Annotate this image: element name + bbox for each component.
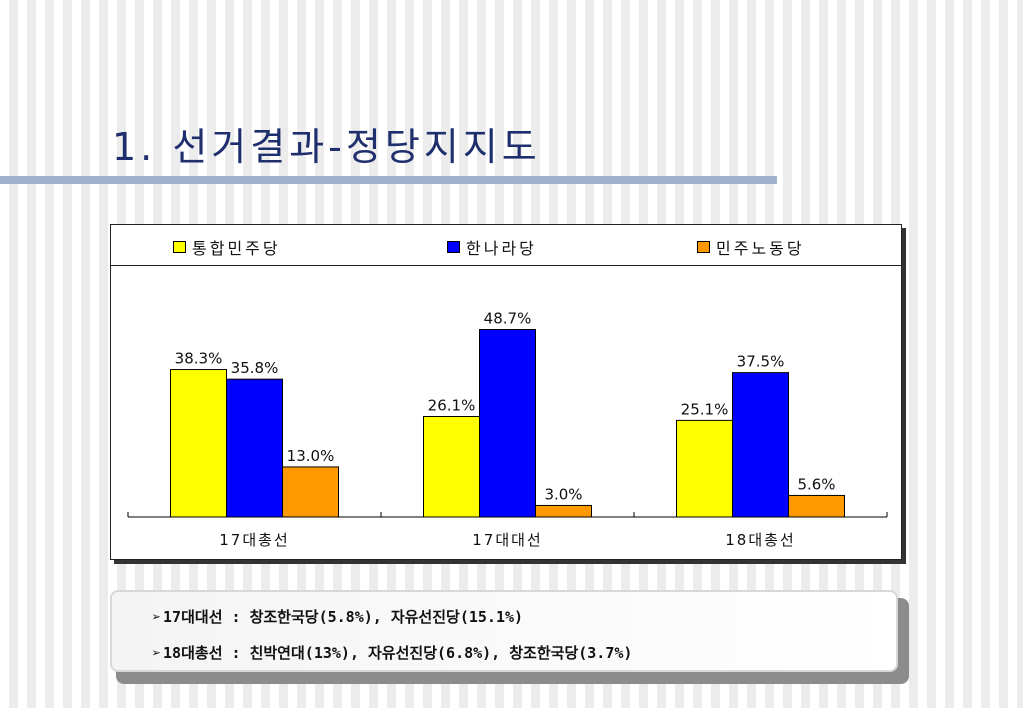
bar-2-2 bbox=[788, 494, 845, 518]
data-label-1-1: 48.7% bbox=[484, 310, 532, 328]
title-divider bbox=[0, 176, 777, 184]
bar-1-0 bbox=[423, 416, 480, 518]
data-label-1-2: 3.0% bbox=[544, 485, 582, 503]
data-label-2-1: 37.5% bbox=[737, 353, 785, 371]
bar-2-1 bbox=[732, 372, 789, 518]
note-line-general: ➢ 18대총선 : 친박연대(13%), 자유선진당(6.8%), 창조한국당(3… bbox=[152, 642, 632, 663]
data-label-2-2: 5.6% bbox=[797, 475, 835, 493]
bar-1-1 bbox=[479, 329, 536, 518]
chart-legend: 통합민주당 한나라당 민주노동당 bbox=[111, 225, 901, 266]
bar-2-0 bbox=[676, 419, 733, 518]
data-label-0-1: 35.8% bbox=[231, 359, 279, 377]
legend-swatch-labor bbox=[697, 241, 710, 253]
legend-label-democratic: 통합민주당 bbox=[192, 239, 281, 258]
chart-frame: 통합민주당 한나라당 민주노동당 38.3% 35.8% 13.0% 17대총선 26.… bbox=[110, 224, 902, 560]
bar-plot: 38.3% 35.8% 13.0% 17대총선 26.1% 48.7% 3.0% 17대대선 2… bbox=[127, 310, 888, 549]
legend-swatch-democratic bbox=[173, 241, 186, 253]
data-label-2-0: 25.1% bbox=[681, 400, 729, 418]
arrow-bullet-icon: ➢ bbox=[152, 608, 162, 626]
bar-1-2 bbox=[535, 504, 592, 518]
legend-item-grand-national: 한나라당 bbox=[447, 235, 537, 259]
category-label-0: 17대총선 bbox=[219, 531, 290, 549]
bar-0-1 bbox=[226, 378, 283, 518]
note-line-presidential: ➢ 17대대선 : 창조한국당(5.8%), 자유선진당(15.1%) bbox=[152, 606, 523, 627]
note-text-presidential: 17대대선 : 창조한국당(5.8%), 자유선진당(15.1%) bbox=[163, 608, 524, 626]
bar-0-0 bbox=[170, 369, 227, 518]
bar-0-2 bbox=[282, 466, 339, 518]
data-label-0-2: 13.0% bbox=[287, 447, 335, 465]
category-label-1: 17대대선 bbox=[472, 531, 543, 549]
legend-swatch-grand-national bbox=[447, 241, 460, 253]
arrow-bullet-icon: ➢ bbox=[152, 644, 162, 662]
category-label-2: 18대총선 bbox=[725, 531, 796, 549]
legend-item-labor: 민주노동당 bbox=[697, 235, 805, 259]
data-label-0-0: 38.3% bbox=[175, 350, 223, 368]
slide-title: 1. 선거결과-정당지지도 bbox=[112, 125, 541, 169]
legend-label-grand-national: 한나라당 bbox=[466, 239, 537, 258]
legend-label-labor: 민주노동당 bbox=[716, 239, 805, 258]
note-text-general: 18대총선 : 친박연대(13%), 자유선진당(6.8%), 창조한국당(3.… bbox=[163, 644, 633, 662]
legend-item-democratic: 통합민주당 bbox=[173, 235, 281, 259]
data-label-1-0: 26.1% bbox=[428, 397, 476, 415]
note-box: ➢ 17대대선 : 창조한국당(5.8%), 자유선진당(15.1%) ➢ 18대총… bbox=[110, 590, 898, 672]
